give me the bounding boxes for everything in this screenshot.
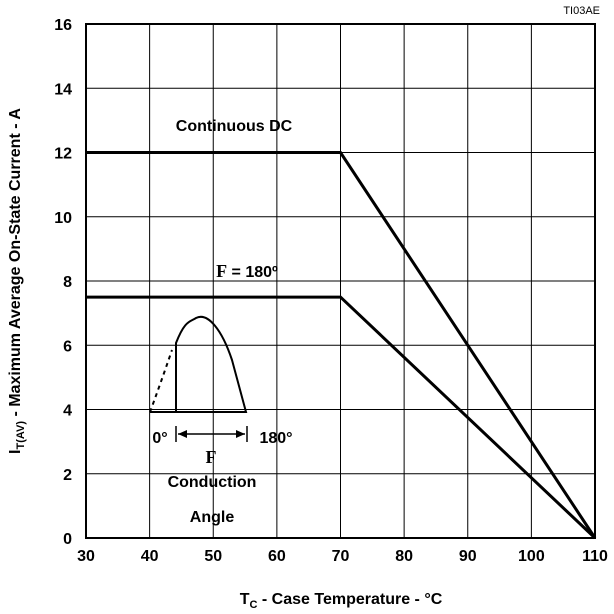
x-tick-label: 60 bbox=[268, 548, 286, 565]
y-axis-label: IT(AV) - Maximum Average On-State Curren… bbox=[7, 108, 27, 454]
y-tick-label: 8 bbox=[63, 274, 72, 291]
phi-symbol: F bbox=[216, 261, 227, 281]
inset-waveform bbox=[175, 315, 248, 413]
angle-label: Angle bbox=[190, 509, 235, 526]
y-axis-label-sub: T(AV) bbox=[15, 421, 27, 450]
x-axis-label-rest: - Case Temperature - °C bbox=[257, 591, 442, 608]
plot-frame bbox=[85, 23, 596, 539]
x-axis-label-main: T bbox=[240, 591, 250, 608]
series-line-2 bbox=[86, 295, 597, 540]
grid bbox=[85, 23, 596, 539]
x-tick-label: 40 bbox=[141, 548, 159, 565]
angle-end-label: 180° bbox=[259, 430, 292, 447]
y-tick-label: 10 bbox=[54, 210, 72, 227]
y-tick-label: 16 bbox=[54, 17, 72, 34]
y-axis-label-main: I bbox=[7, 450, 24, 454]
conduction-label: Conduction bbox=[168, 474, 257, 491]
x-tick-label: 100 bbox=[518, 548, 545, 565]
x-tick-label: 70 bbox=[332, 548, 350, 565]
y-tick-label: 14 bbox=[54, 81, 72, 98]
inset-arrow-right bbox=[236, 430, 245, 438]
y-tick-label: 4 bbox=[63, 403, 72, 420]
figure-id: TI03AE bbox=[563, 5, 600, 17]
x-tick-label: 30 bbox=[77, 548, 95, 565]
x-tick-labels: 30 40 50 60 70 80 90 100 110 bbox=[77, 548, 608, 565]
inset-dashed-curve bbox=[149, 349, 173, 413]
x-axis-label: TC - Case Temperature - °C bbox=[240, 591, 443, 611]
y-tick-label: 2 bbox=[63, 467, 72, 484]
x-tick-label: 50 bbox=[204, 548, 222, 565]
phi-180-label: F = 180º bbox=[216, 261, 278, 281]
y-tick-label: 12 bbox=[54, 146, 72, 163]
continuous-dc-label: Continuous DC bbox=[176, 118, 293, 135]
inset-arrow-left bbox=[178, 430, 187, 438]
x-axis-label-sub: C bbox=[250, 599, 258, 611]
x-tick-label: 110 bbox=[582, 548, 608, 565]
series-line-1 bbox=[86, 151, 597, 539]
phi-value: = 180º bbox=[227, 264, 278, 281]
conduction-angle-inset: 0° 180° F Conduction Angle bbox=[149, 315, 293, 526]
y-tick-label: 0 bbox=[63, 531, 72, 548]
angle-start-label: 0° bbox=[152, 430, 167, 447]
series-lines bbox=[86, 151, 597, 540]
conduction-phi-symbol: F bbox=[206, 447, 217, 467]
y-tick-label: 6 bbox=[63, 338, 72, 355]
x-tick-label: 80 bbox=[395, 548, 413, 565]
y-axis-label-rest: - Maximum Average On-State Current - A bbox=[7, 108, 24, 421]
x-tick-label: 90 bbox=[459, 548, 477, 565]
y-tick-labels: 0 2 4 6 8 10 12 14 16 bbox=[54, 17, 72, 548]
